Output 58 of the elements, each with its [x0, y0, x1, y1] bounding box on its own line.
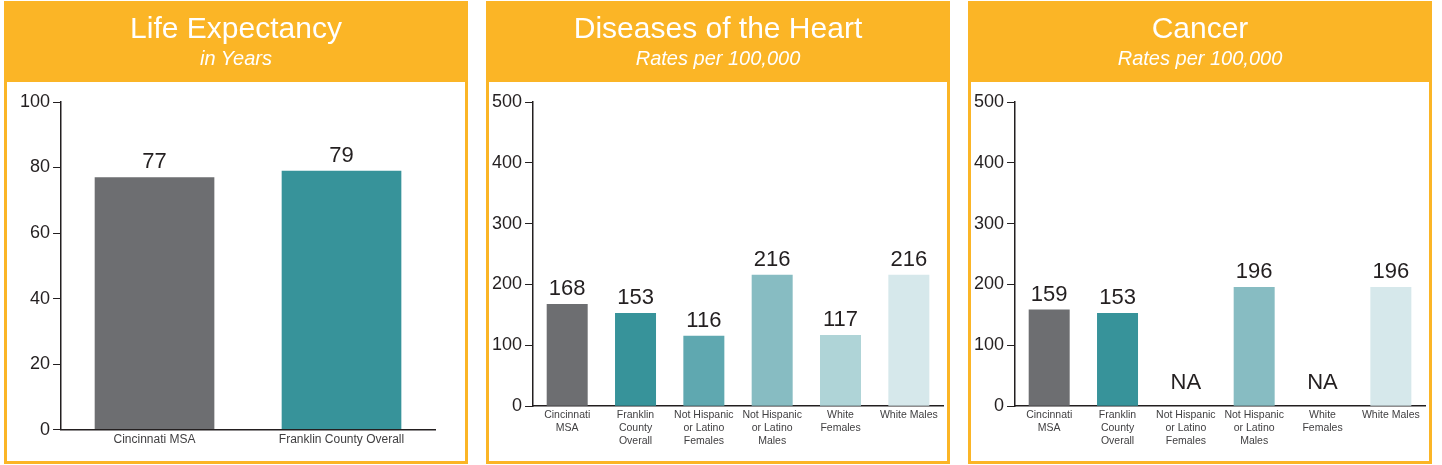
- x-tick-label: Not Hispanic or Latino Males: [742, 408, 802, 446]
- y-tick-label: 200: [491, 273, 523, 294]
- y-tick-label: 60: [30, 222, 51, 243]
- y-tick-label: 300: [491, 212, 523, 233]
- data-label: 168: [548, 275, 586, 301]
- y-tick-label: 400: [491, 151, 523, 172]
- x-tick-label: White Males: [1361, 408, 1420, 421]
- data-label: 153: [1099, 284, 1136, 310]
- chart-title: Diseases of the Heart: [572, 10, 864, 46]
- data-label: 196: [1372, 258, 1410, 284]
- chart-title: Cancer: [1150, 10, 1250, 46]
- data-label: 117: [822, 306, 859, 332]
- chart-subtitle: Rates per 100,000: [634, 46, 802, 70]
- y-tick-label: 300: [973, 212, 1005, 233]
- bar: [820, 335, 862, 406]
- x-tick-label: Franklin County Overall: [616, 408, 655, 446]
- x-tick-label: Cincinnati MSA: [544, 408, 591, 433]
- x-tick-label: Not Hispanic or Latino Females: [1156, 408, 1216, 446]
- y-tick-label: 200: [973, 273, 1005, 294]
- y-tick-label: 20: [30, 353, 51, 374]
- y-tick-label: 0: [40, 418, 51, 439]
- x-tick-label: Not Hispanic or Latino Females: [674, 408, 734, 446]
- y-tick-label: 100: [973, 334, 1005, 355]
- y-tick-label: 100: [19, 90, 51, 111]
- y-tick-label: 500: [973, 90, 1005, 111]
- data-label: 159: [1030, 280, 1068, 306]
- y-tick-label: 0: [512, 395, 523, 416]
- x-tick-label: Cincinnati MSA: [113, 432, 196, 447]
- x-tick-label: White Females: [820, 408, 861, 433]
- x-tick-label: Franklin County Overall: [278, 432, 405, 447]
- data-label: 77: [142, 148, 167, 174]
- chart-subtitle: in Years: [199, 46, 273, 70]
- y-tick-label: 100: [491, 334, 523, 355]
- data-label: 216: [890, 245, 928, 271]
- y-tick-label: 400: [973, 151, 1005, 172]
- data-label: 196: [1235, 258, 1273, 284]
- data-label: 116: [686, 306, 722, 332]
- x-tick-label: Not Hispanic or Latino Males: [1224, 408, 1284, 446]
- text: NA: [1170, 369, 1202, 395]
- bar: [888, 274, 930, 406]
- text: NA: [1307, 369, 1338, 395]
- bar: [546, 303, 588, 406]
- x-tick-label: Franklin County Overall: [1098, 408, 1137, 446]
- y-tick-label: 500: [491, 90, 523, 111]
- x-tick-label: Cincinnati MSA: [1026, 408, 1073, 433]
- data-label: 153: [617, 284, 654, 310]
- y-tick-label: 40: [30, 287, 51, 308]
- x-tick-label: White Males: [879, 408, 938, 421]
- bar: [751, 274, 793, 406]
- chart-title: Life Expectancy: [129, 10, 343, 46]
- data-label: 216: [753, 245, 791, 271]
- y-tick-label: 80: [30, 156, 51, 177]
- x-tick-label: White Females: [1302, 408, 1343, 433]
- chart-subtitle: Rates per 100,000: [1116, 46, 1284, 70]
- bar: [615, 313, 657, 406]
- bar: [683, 335, 725, 406]
- data-label: 79: [329, 141, 354, 167]
- y-tick-label: 0: [994, 395, 1005, 416]
